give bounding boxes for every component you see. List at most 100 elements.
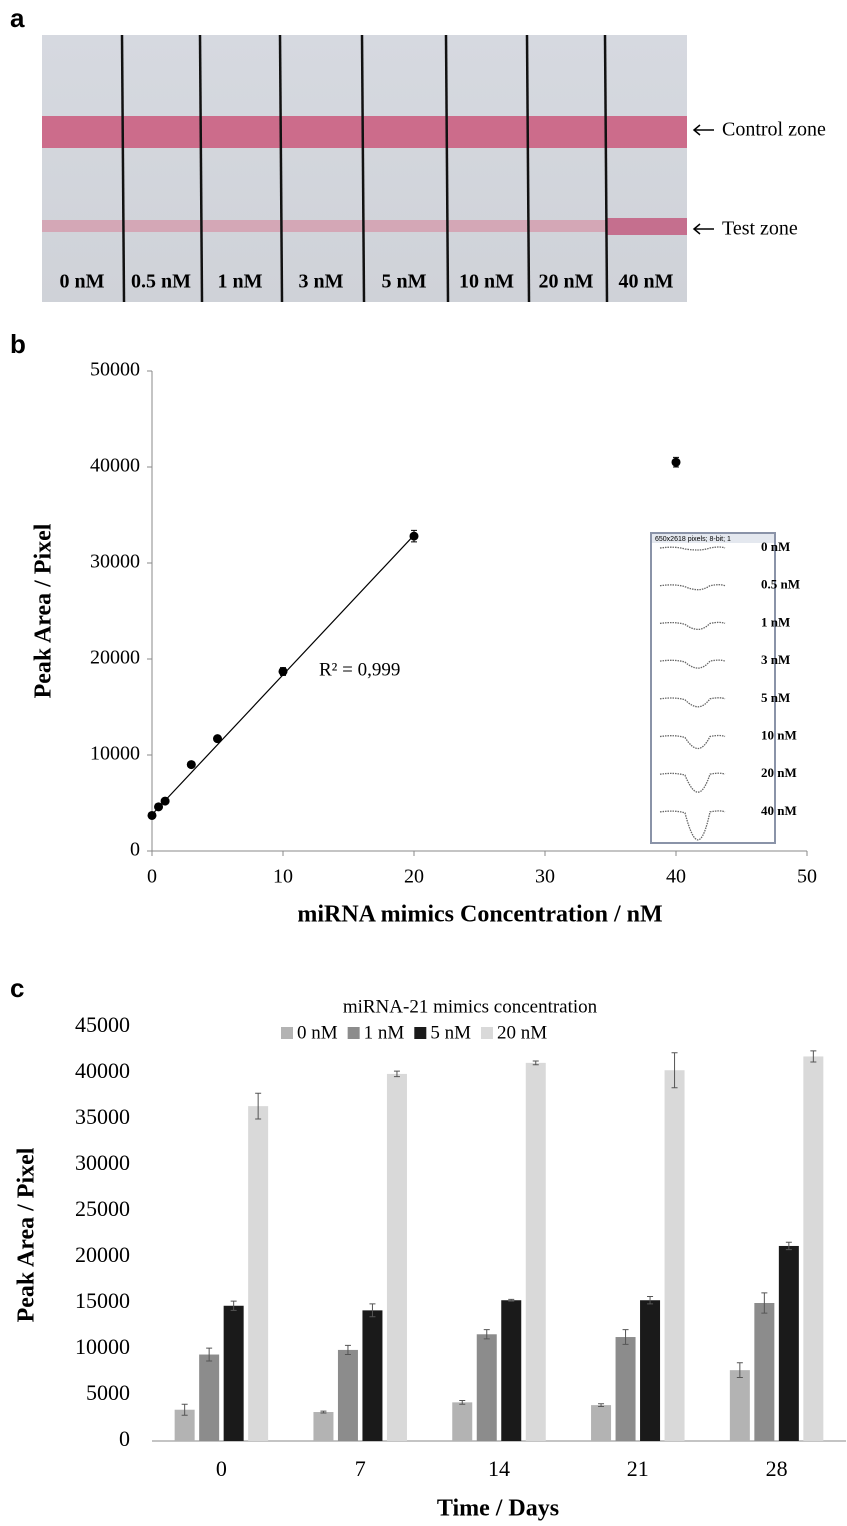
strip-photo: Control zone Test zone 0 nM 0.5 nM 1 nM 3 n… (42, 34, 826, 303)
error-bar (393, 1070, 400, 1078)
x-tick-label: 21 (627, 1456, 649, 1481)
y-tick-label: 0 (119, 1426, 130, 1451)
y-tick-label: 10000 (75, 1334, 130, 1359)
lane-divider (360, 34, 366, 303)
error-bar (344, 1344, 351, 1356)
legend-swatch (480, 1027, 493, 1039)
bar (313, 1412, 334, 1441)
error-bar (622, 1329, 629, 1345)
error-bar (810, 1050, 817, 1063)
bar (591, 1405, 612, 1441)
lane-label: 3 nM (299, 271, 344, 293)
lane-divider (198, 34, 204, 303)
y-tick-label: 40000 (90, 455, 140, 477)
lane-divider (525, 34, 531, 303)
x-tick-label: 50 (797, 866, 817, 888)
inset-label: 3 nM (761, 652, 790, 667)
arrow-head (692, 223, 701, 235)
point (278, 666, 288, 676)
x-tick-label: 0 (147, 866, 157, 888)
inset-label: 40 nM (761, 803, 797, 818)
legend-label: 20 nM (497, 1022, 547, 1043)
bar (525, 1062, 546, 1441)
lane-label: 0.5 nM (131, 271, 191, 293)
point (409, 531, 419, 541)
error-bar (459, 1400, 466, 1405)
error-bar (736, 1362, 743, 1379)
x-axis-title: miRNA mimics Concentration / nM (297, 902, 662, 928)
error-bar (761, 1292, 768, 1314)
test-band (42, 220, 607, 232)
error-bar (671, 1052, 678, 1089)
point (213, 734, 222, 744)
x-tick-label: 28 (766, 1456, 788, 1481)
profile (659, 621, 726, 631)
lane-label: 10 nM (459, 271, 514, 293)
profile (659, 772, 726, 793)
y-tick-label: 30000 (90, 551, 140, 573)
error-bar (785, 1241, 792, 1251)
x-tick-label: 40 (666, 866, 686, 888)
y-axis-title: Peak Area / Pixel (14, 1147, 40, 1322)
bar (615, 1337, 636, 1441)
panel-label: c (10, 973, 24, 1003)
bar (640, 1300, 661, 1441)
inset-label: 10 nM (761, 727, 797, 742)
lane-divider (278, 34, 284, 303)
bar (223, 1305, 244, 1441)
inset-label: 5 nM (761, 690, 790, 705)
x-tick-label: 7 (355, 1456, 366, 1481)
error-bar (508, 1298, 515, 1302)
annotation: Test zone (722, 218, 798, 240)
legend-swatch (347, 1027, 360, 1039)
profile (659, 810, 726, 841)
legend-title: miRNA-21 mimics concentration (343, 996, 598, 1017)
inset-label: 20 nM (761, 765, 797, 780)
panel-label: b (10, 329, 26, 359)
error-bar (181, 1403, 188, 1416)
annotation: Control zone (722, 119, 826, 141)
error-bar (369, 1303, 376, 1318)
error-bar (230, 1300, 237, 1311)
lane-label: 0 nM (60, 271, 105, 293)
lane-divider (603, 34, 609, 303)
x-tick-label: 0 (216, 1456, 227, 1481)
point (186, 760, 196, 770)
bar (199, 1354, 220, 1441)
error-bar (647, 1296, 654, 1305)
profile (659, 697, 726, 708)
inset-header-bg (652, 534, 774, 543)
profile (659, 659, 726, 669)
x-tick-label: 30 (535, 866, 555, 888)
y-tick-label: 5000 (86, 1380, 130, 1405)
bar (664, 1070, 685, 1441)
arrow-head (692, 124, 701, 136)
profile (659, 584, 726, 591)
y-tick-label: 10000 (90, 743, 140, 765)
legend-swatch (414, 1027, 427, 1039)
bar (386, 1073, 407, 1441)
error-bar (532, 1060, 539, 1066)
bar (803, 1056, 824, 1441)
profile (659, 546, 726, 551)
y-tick-label: 45000 (75, 1012, 130, 1037)
bar (362, 1310, 383, 1441)
bar (452, 1402, 473, 1441)
error-bar (255, 1092, 262, 1120)
inset-label: 0 nM (761, 539, 790, 554)
error-bar (598, 1403, 605, 1407)
point (671, 457, 681, 467)
y-tick-label: 25000 (75, 1196, 130, 1221)
error-bar (320, 1410, 327, 1414)
x-tick-label: 14 (488, 1456, 510, 1481)
point (147, 810, 157, 820)
point (154, 802, 164, 812)
profile (659, 734, 726, 750)
x-axis-title: Time / Days (437, 1496, 559, 1522)
trendline-label: R² = 0,999 (319, 659, 400, 680)
x-tick-label: 20 (404, 866, 424, 888)
y-tick-label: 0 (130, 839, 140, 861)
y-tick-label: 35000 (75, 1104, 130, 1129)
bar (501, 1300, 522, 1441)
